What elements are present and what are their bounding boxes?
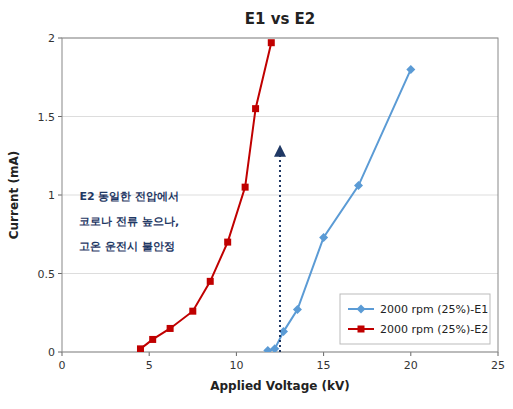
annotation: E2 동일한 전압에서 (79, 190, 179, 203)
chart: 00.511.520510152025Applied Voltage (kV)C… (0, 0, 513, 409)
point (319, 233, 328, 242)
point (354, 181, 363, 190)
point (252, 105, 259, 112)
x-tick (62, 352, 63, 356)
y-tick (58, 273, 62, 274)
x-tick (323, 352, 324, 356)
y-tick (58, 195, 62, 196)
arrow-shaft (279, 155, 281, 352)
y-tick (58, 352, 62, 353)
point (189, 308, 196, 315)
grid-line (62, 273, 498, 274)
y-tick-label: 2 (48, 32, 55, 45)
x-tick-label: 15 (317, 359, 331, 372)
point (268, 39, 275, 46)
grid-line (62, 116, 498, 117)
point (293, 305, 302, 314)
x-tick (149, 352, 150, 356)
x-tick-label: 5 (146, 359, 153, 372)
x-tick (236, 352, 237, 356)
annotation: 코로나 전류 높으나, (79, 215, 179, 228)
y-tick-label: 1.5 (38, 111, 56, 124)
legend-label: 2000 rpm (25%)-E1 (380, 303, 488, 316)
legend-box (340, 294, 490, 344)
legend: 2000 rpm (25%)-E1 2000 rpm (25%)-E2 (340, 294, 490, 344)
legend-label: 2000 rpm (25%)-E2 (380, 323, 488, 336)
point (224, 239, 231, 246)
x-tick (410, 352, 411, 356)
x-tick-label: 25 (491, 359, 505, 372)
x-tick-label: 20 (404, 359, 418, 372)
legend-marker (358, 326, 365, 333)
y-tick-label: 0 (48, 346, 55, 359)
y-tick-label: 0.5 (38, 268, 56, 281)
point (149, 336, 156, 343)
y-axis-label: Current (mA) (7, 151, 21, 240)
x-tick-label: 0 (59, 359, 66, 372)
title: E1 vs E2 (245, 10, 316, 28)
x-axis-label: Applied Voltage (kV) (210, 379, 350, 393)
x-tick (498, 352, 499, 356)
y-tick (58, 38, 62, 39)
legend-marker (357, 305, 366, 314)
y-tick-label: 1 (48, 189, 55, 202)
x-tick-label: 10 (229, 359, 243, 372)
point (242, 184, 249, 191)
point (167, 325, 174, 332)
plot-frame (62, 38, 498, 352)
point (406, 65, 415, 74)
y-tick (58, 116, 62, 117)
point (207, 278, 214, 285)
point (137, 345, 144, 352)
arrow-group (274, 145, 286, 352)
arrow-head (274, 145, 286, 157)
annotation: 고온 운전시 불안정 (79, 240, 175, 253)
point (270, 344, 279, 352)
